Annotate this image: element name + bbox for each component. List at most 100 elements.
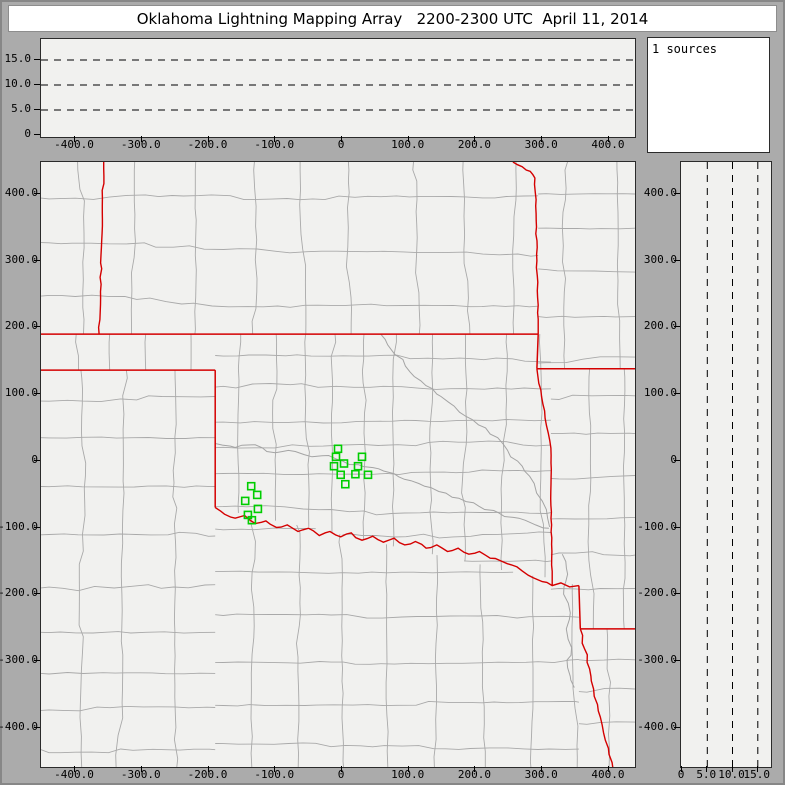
county-line	[215, 658, 579, 665]
county-line	[512, 162, 517, 335]
county-line	[330, 334, 337, 534]
county-line	[433, 555, 439, 767]
county-line	[41, 485, 216, 488]
county-line	[215, 613, 579, 619]
county-line	[345, 162, 352, 335]
tick-mark	[674, 593, 680, 595]
county-line	[464, 559, 551, 563]
county-line	[412, 162, 421, 335]
county-line	[550, 394, 635, 400]
ns-altitude-panel	[680, 161, 772, 768]
tick-mark	[34, 193, 40, 195]
county-line	[130, 162, 136, 335]
county-line	[342, 531, 551, 539]
tick-mark	[34, 393, 40, 395]
lightning-source-marker	[353, 461, 363, 471]
tick-label: 10.0	[718, 768, 745, 781]
county-line	[304, 334, 310, 527]
tick-mark	[34, 59, 40, 60]
tick-mark	[34, 259, 40, 261]
tick-mark	[731, 766, 733, 772]
lightning-source-marker	[247, 515, 257, 525]
sources-count-panel: 1 sources	[647, 37, 770, 153]
county-line	[616, 162, 621, 369]
tick-label: 15.0	[743, 768, 771, 781]
tick-label: -100.0	[637, 519, 677, 533]
tick-label: 400.0	[4, 186, 38, 200]
lightning-source-marker	[336, 470, 346, 480]
county-line	[479, 564, 486, 767]
tick-label: 0	[337, 768, 345, 781]
county-line	[296, 524, 301, 767]
county-line	[550, 588, 635, 591]
tick-label: 200.0	[457, 768, 492, 781]
tick-label: 100.0	[391, 768, 425, 781]
tick-label: 0	[0, 454, 38, 465]
tick-label: -100.0	[254, 138, 295, 151]
tick-mark	[541, 766, 543, 772]
tick-label: -100.0	[254, 768, 295, 781]
county-line	[215, 440, 551, 449]
county-line	[75, 334, 80, 371]
state-border-ks-mo-border	[512, 162, 539, 335]
county-line	[538, 227, 635, 230]
tick-mark	[674, 326, 680, 328]
county-line	[578, 687, 635, 693]
tick-label: -300.0	[120, 768, 161, 781]
tick-label: 0	[337, 138, 345, 151]
county-line	[144, 334, 147, 371]
state-border-ok-ar-border	[536, 368, 553, 586]
county-line	[578, 721, 635, 725]
county-line	[299, 162, 307, 335]
tick-label: -200.0	[187, 138, 228, 151]
tick-label: -200.0	[187, 768, 228, 781]
tick-mark	[607, 766, 609, 772]
tick-mark	[674, 259, 680, 261]
tick-mark	[34, 134, 40, 135]
tick-label: 5.0	[11, 102, 31, 115]
county-line	[606, 628, 611, 767]
county-line	[215, 383, 551, 390]
county-line	[41, 531, 216, 537]
lightning-source-marker	[253, 504, 263, 514]
tick-label: 0	[677, 768, 685, 781]
tick-mark	[34, 84, 40, 85]
county-line	[41, 436, 216, 439]
county-line	[392, 334, 397, 547]
tick-mark	[681, 766, 682, 772]
state-border-co-ks-border	[97, 162, 105, 335]
tick-label: 400.0	[591, 768, 625, 781]
ew-altitude-plot-svg	[41, 59, 635, 111]
county-line	[539, 334, 546, 578]
river-line	[215, 443, 549, 529]
county-line	[41, 294, 539, 308]
county-line	[215, 354, 551, 363]
tick-mark	[407, 766, 409, 772]
tick-label: -300.0	[637, 652, 677, 666]
page-title: Oklahoma Lightning Mapping Array 2200-23…	[136, 9, 649, 28]
county-line	[194, 162, 197, 335]
county-line	[77, 162, 85, 335]
county-line	[215, 505, 551, 516]
tick-mark	[607, 136, 609, 142]
ew-altitude-panel	[40, 38, 636, 138]
county-line	[108, 334, 111, 371]
county-line	[215, 469, 551, 476]
title-bar: Oklahoma Lightning Mapping Array 2200-23…	[8, 5, 777, 32]
county-line	[215, 570, 514, 574]
lightning-source-marker	[329, 461, 339, 471]
tick-label: -300.0	[0, 652, 38, 666]
tick-mark	[274, 136, 276, 142]
tick-mark	[34, 326, 40, 328]
tick-mark	[34, 593, 40, 595]
ns-altitude-plot-svg	[706, 162, 759, 767]
county-line	[41, 395, 216, 403]
lightning-source-marker	[351, 469, 360, 479]
county-line	[41, 194, 539, 201]
tick-label: -400.0	[0, 719, 38, 733]
county-line	[461, 334, 468, 562]
county-line	[529, 575, 535, 767]
county-line	[41, 705, 216, 712]
county-line	[115, 370, 128, 767]
